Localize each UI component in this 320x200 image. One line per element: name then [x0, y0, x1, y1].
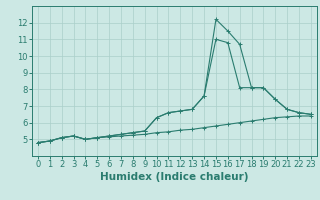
X-axis label: Humidex (Indice chaleur): Humidex (Indice chaleur) [100, 172, 249, 182]
